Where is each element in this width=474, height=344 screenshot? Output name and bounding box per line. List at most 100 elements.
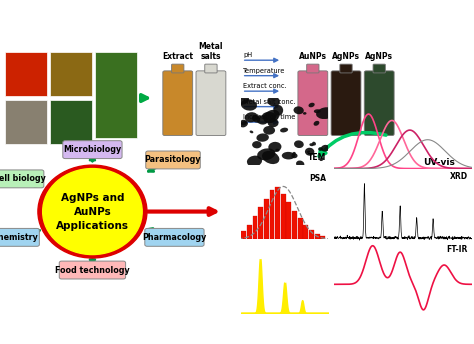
FancyBboxPatch shape: [145, 228, 204, 246]
Text: XRD: XRD: [449, 172, 467, 181]
Ellipse shape: [310, 143, 314, 146]
Ellipse shape: [262, 151, 279, 164]
Bar: [270, 190, 274, 239]
Ellipse shape: [267, 118, 279, 127]
Ellipse shape: [245, 112, 258, 122]
Bar: [286, 202, 292, 239]
Text: UV-vis: UV-vis: [423, 158, 455, 167]
Text: TEM: TEM: [308, 153, 326, 162]
Text: Food technology: Food technology: [55, 266, 130, 275]
Ellipse shape: [307, 151, 310, 153]
Ellipse shape: [240, 121, 248, 127]
Text: Extract conc.: Extract conc.: [243, 83, 287, 89]
Bar: [258, 207, 263, 239]
Bar: [241, 232, 246, 239]
Bar: [320, 236, 325, 239]
Text: Cell biology: Cell biology: [0, 174, 46, 183]
Ellipse shape: [314, 121, 319, 126]
Bar: [298, 218, 302, 239]
Ellipse shape: [247, 155, 262, 167]
FancyBboxPatch shape: [0, 170, 44, 188]
Ellipse shape: [280, 128, 288, 132]
Text: Chemistry: Chemistry: [0, 233, 38, 242]
Ellipse shape: [268, 142, 282, 152]
FancyBboxPatch shape: [146, 151, 200, 169]
Text: Temperature: Temperature: [243, 68, 285, 74]
Ellipse shape: [296, 161, 304, 168]
Text: pH: pH: [243, 52, 252, 58]
Ellipse shape: [275, 149, 280, 152]
FancyBboxPatch shape: [172, 64, 184, 73]
Text: AuNPs: AuNPs: [299, 52, 327, 61]
FancyBboxPatch shape: [59, 261, 126, 279]
Ellipse shape: [282, 152, 295, 160]
FancyBboxPatch shape: [50, 100, 92, 144]
Bar: [315, 234, 319, 239]
Ellipse shape: [305, 148, 314, 156]
Ellipse shape: [38, 165, 147, 258]
Bar: [303, 225, 308, 239]
FancyBboxPatch shape: [5, 100, 47, 144]
Ellipse shape: [292, 152, 296, 155]
Ellipse shape: [316, 107, 336, 119]
Text: FT-IR: FT-IR: [446, 245, 467, 254]
Text: AgNPs: AgNPs: [365, 52, 393, 61]
Ellipse shape: [303, 112, 307, 115]
FancyBboxPatch shape: [0, 228, 39, 246]
FancyBboxPatch shape: [196, 71, 226, 136]
FancyBboxPatch shape: [95, 52, 137, 138]
Text: EDX: EDX: [307, 248, 324, 257]
Ellipse shape: [314, 109, 320, 113]
Ellipse shape: [240, 120, 247, 125]
Ellipse shape: [321, 145, 329, 152]
Point: [281, 277, 288, 282]
FancyBboxPatch shape: [307, 64, 319, 73]
Ellipse shape: [256, 116, 268, 125]
Ellipse shape: [241, 99, 257, 111]
Text: Metal
salts: Metal salts: [199, 42, 223, 61]
Text: Incubation time: Incubation time: [243, 114, 295, 120]
Text: AgNPs: AgNPs: [332, 52, 360, 61]
Ellipse shape: [293, 106, 304, 114]
Bar: [309, 230, 314, 239]
Bar: [275, 187, 280, 239]
Ellipse shape: [262, 112, 276, 120]
FancyBboxPatch shape: [5, 52, 47, 96]
Text: Pharmacology: Pharmacology: [142, 233, 207, 242]
Text: Extract: Extract: [162, 52, 193, 61]
Text: PSA: PSA: [309, 174, 326, 183]
FancyBboxPatch shape: [340, 64, 352, 73]
Ellipse shape: [250, 130, 253, 133]
Bar: [281, 194, 286, 239]
Ellipse shape: [43, 169, 142, 255]
Bar: [253, 216, 257, 239]
FancyBboxPatch shape: [163, 71, 192, 136]
Ellipse shape: [309, 103, 315, 107]
FancyBboxPatch shape: [50, 52, 92, 96]
Ellipse shape: [319, 157, 324, 161]
Text: Parasitology: Parasitology: [145, 155, 201, 164]
Ellipse shape: [263, 110, 280, 123]
Bar: [292, 211, 297, 239]
Ellipse shape: [292, 153, 298, 158]
Ellipse shape: [273, 105, 283, 116]
FancyBboxPatch shape: [298, 71, 328, 136]
FancyBboxPatch shape: [205, 64, 217, 73]
Ellipse shape: [256, 133, 269, 142]
Ellipse shape: [263, 126, 275, 135]
Text: AgNPs and
AuNPs
Applications: AgNPs and AuNPs Applications: [56, 193, 129, 230]
Ellipse shape: [267, 96, 280, 107]
Point: [256, 253, 264, 259]
Text: Microbiology: Microbiology: [64, 145, 121, 154]
FancyBboxPatch shape: [365, 71, 394, 136]
Ellipse shape: [252, 115, 260, 122]
FancyBboxPatch shape: [63, 141, 122, 159]
FancyBboxPatch shape: [373, 64, 385, 73]
Ellipse shape: [294, 140, 304, 148]
Bar: [247, 225, 252, 239]
Ellipse shape: [318, 147, 323, 151]
FancyBboxPatch shape: [331, 71, 361, 136]
Ellipse shape: [257, 148, 275, 160]
Ellipse shape: [312, 142, 316, 146]
Ellipse shape: [236, 95, 249, 105]
